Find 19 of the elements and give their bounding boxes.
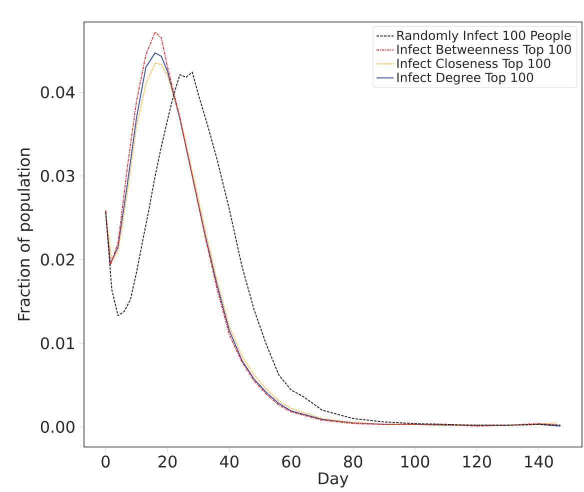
- x-tick-label: 120: [463, 456, 492, 468]
- x-tick-label: 140: [525, 456, 553, 468]
- legend-label: Randomly Infect 100 People: [397, 30, 571, 43]
- y-tick-label: 0.03: [40, 170, 74, 182]
- x-tick-label: 100: [401, 456, 430, 468]
- x-tick-label: 0: [102, 456, 110, 468]
- legend-label: Infect Betweenness Top 100: [397, 44, 571, 57]
- x-tick-label: 80: [344, 456, 362, 468]
- x-tick-label: 40: [220, 456, 238, 468]
- legend-label: Infect Degree Top 100: [397, 72, 534, 85]
- y-axis-title: Fraction of population: [18, 148, 33, 320]
- x-axis-title: Day: [318, 472, 348, 488]
- y-tick-label: 0.00: [40, 420, 74, 433]
- y-tick-label: 0.02: [40, 254, 74, 266]
- y-tick-label: 0.04: [40, 86, 75, 98]
- y-tick-label: 0.01: [40, 337, 74, 350]
- x-tick-label: 60: [282, 456, 300, 468]
- x-tick-label: 20: [158, 456, 177, 468]
- legend-label: Infect Closeness Top 100: [397, 58, 550, 71]
